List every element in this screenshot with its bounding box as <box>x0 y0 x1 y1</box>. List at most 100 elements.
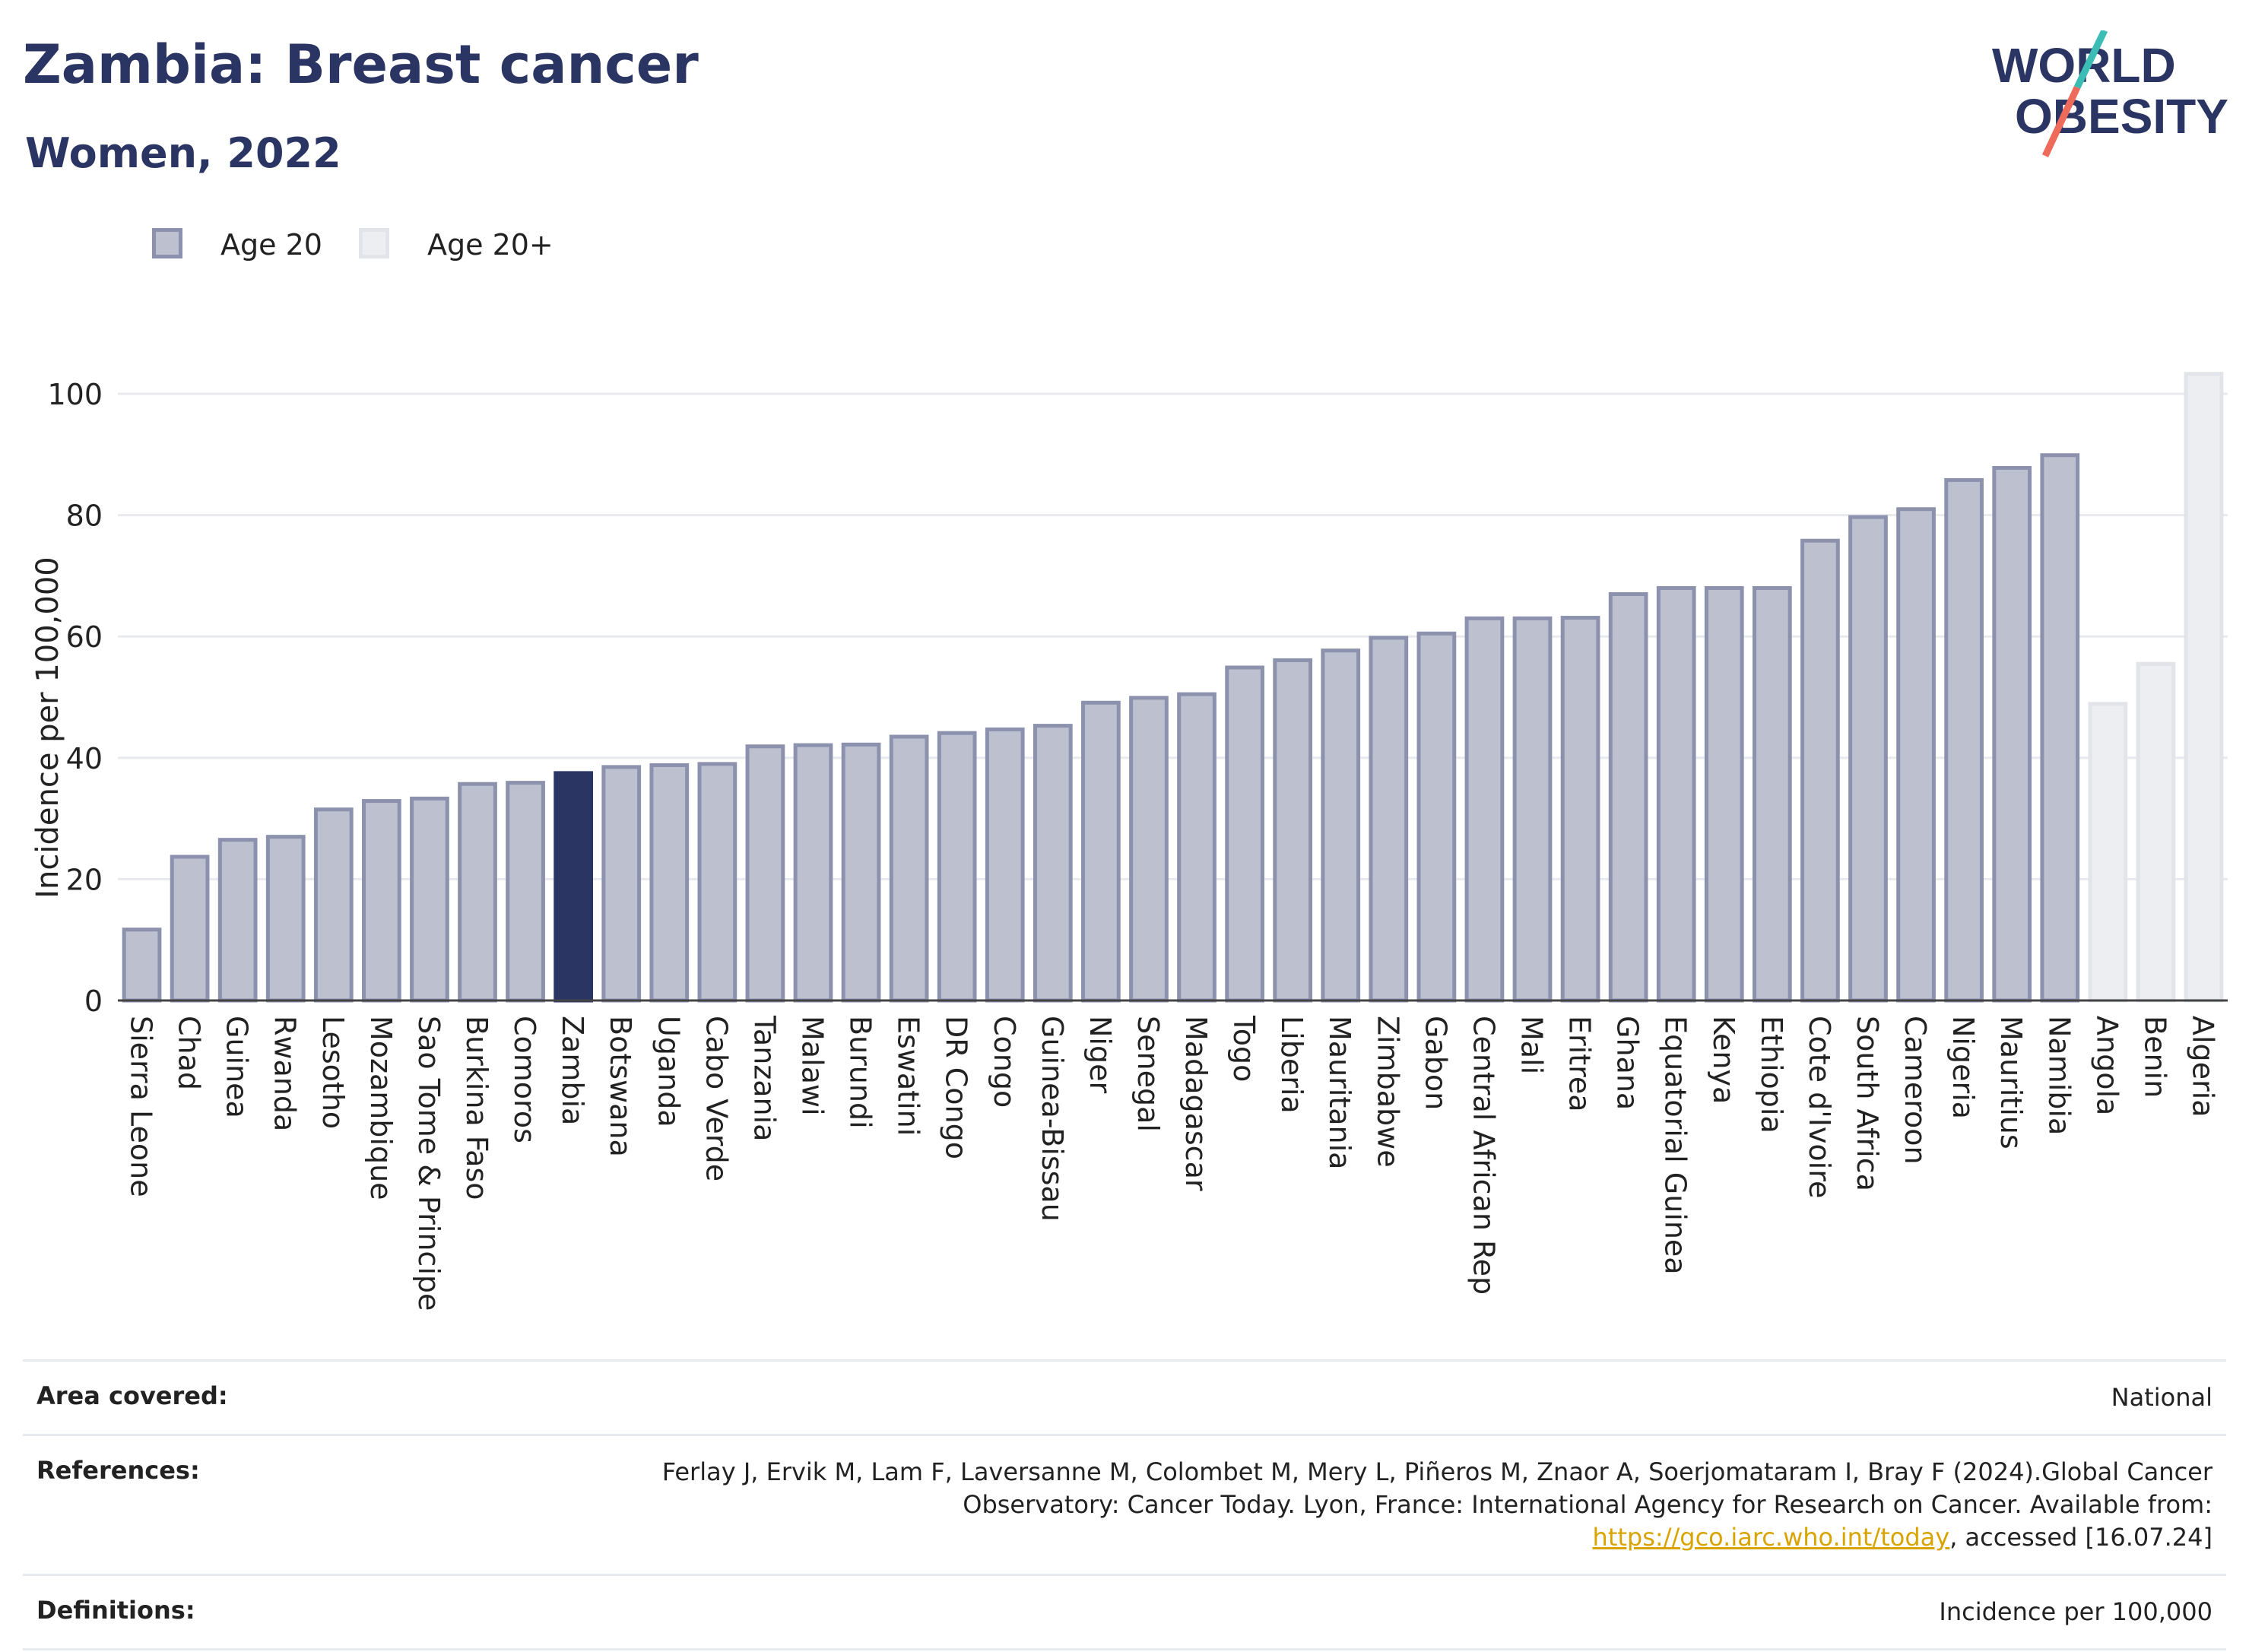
bar-central-african-rep <box>1464 616 1505 1003</box>
bar-sao-tome-principe <box>410 796 449 1003</box>
x-tick-label: Uganda <box>652 1016 685 1127</box>
bar-dr-congo <box>937 731 977 1003</box>
bar-madagascar <box>1177 692 1216 1003</box>
bar-chad <box>170 855 210 1003</box>
x-tick-label: Angola <box>2090 1016 2124 1115</box>
bar-malawi <box>793 743 833 1003</box>
references-text: Ferlay J, Ervik M, Lam F, Laversanne M, … <box>661 1457 2213 1519</box>
x-tick-label: Zambia <box>556 1016 589 1125</box>
bar-congo <box>985 727 1025 1003</box>
bar-cote-d-ivoire <box>1800 538 1840 1003</box>
x-tick-label: Ghana <box>1611 1016 1645 1110</box>
x-tick-label: Kenya <box>1707 1016 1740 1104</box>
x-tick-label: Eritrea <box>1563 1016 1597 1112</box>
x-tick-label: Cote d'Ivoire <box>1803 1016 1836 1198</box>
x-tick-label: Liberia <box>1275 1016 1308 1114</box>
y-axis-label: Incidence per 100,000 <box>30 556 65 899</box>
bar-mauritania <box>1321 648 1361 1003</box>
x-tick-label: Zimbabwe <box>1371 1016 1404 1168</box>
bar-lesotho <box>313 807 354 1003</box>
legend-label-age-20-plus: Age 20+ <box>427 228 554 262</box>
x-tick-label: Mozambique <box>364 1016 398 1200</box>
x-tick-label: Guinea-Bissau <box>1036 1016 1069 1222</box>
logo-slash-coral <box>2041 86 2081 157</box>
area-covered-value: National <box>2111 1383 2213 1412</box>
x-tick-label: Gabon <box>1419 1016 1452 1110</box>
bar-equatorial-guinea <box>1656 585 1696 1003</box>
bar-mali <box>1512 616 1553 1003</box>
x-tick-label: Malawi <box>795 1016 829 1116</box>
x-tick-label: Burkina Faso <box>460 1016 493 1200</box>
x-tick-label: Mali <box>1515 1016 1549 1074</box>
x-tick-label: Rwanda <box>268 1016 302 1131</box>
x-tick-label: Cabo Verde <box>699 1016 733 1181</box>
bar-eritrea <box>1560 616 1600 1003</box>
bar-botswana <box>601 765 642 1003</box>
page-title: Zambia: Breast cancer <box>23 33 699 96</box>
bar-liberia <box>1273 658 1313 1003</box>
references-link[interactable]: https://gco.iarc.who.int/today <box>1592 1523 1950 1552</box>
x-tick-label: Central African Rep <box>1467 1016 1500 1295</box>
bar-cabo-verde <box>697 762 738 1003</box>
world-obesity-logo: WORLD OBESITY <box>1992 30 2228 157</box>
x-tick-label: Niger <box>1083 1016 1117 1093</box>
bar-comoros <box>506 781 545 1003</box>
bar-ghana <box>1608 591 1648 1003</box>
x-tick-label: Burundi <box>844 1016 877 1129</box>
x-tick-label: Algeria <box>2186 1016 2219 1118</box>
x-tick-label: Congo <box>988 1016 1021 1108</box>
x-tick-label: Mauritania <box>1323 1016 1356 1169</box>
x-tick-label: Botswana <box>604 1016 637 1157</box>
bar-kenya <box>1704 585 1744 1003</box>
area-covered-label: Area covered: <box>36 1381 228 1410</box>
x-tick-label: DR Congo <box>940 1016 973 1159</box>
bar-tanzania <box>745 744 785 1003</box>
x-tick-label: Nigeria <box>1946 1016 1980 1119</box>
footer-row-area: Area covered: National <box>23 1359 2226 1434</box>
bar-gabon <box>1416 631 1457 1003</box>
references-value: Ferlay J, Ervik M, Lam F, Laversanne M, … <box>616 1456 2226 1554</box>
x-tick-label: Sao Tome & Principe <box>412 1016 446 1311</box>
references-accessed: , accessed [16.07.24] <box>1949 1523 2213 1552</box>
x-tick-label: Benin <box>2138 1016 2171 1098</box>
y-tick-label: 100 <box>47 378 103 411</box>
x-tick-label: Eswatini <box>892 1016 925 1136</box>
footer-row-definitions: Definitions: Incidence per 100,000 <box>23 1574 2226 1650</box>
bar-burkina-faso <box>458 782 497 1003</box>
bar-eswatini <box>889 734 929 1003</box>
footer-row-references: References: Ferlay J, Ervik M, Lam F, La… <box>23 1434 2226 1574</box>
x-tick-label: Cameroon <box>1898 1016 1932 1165</box>
definitions-value: Incidence per 100,000 <box>1939 1597 2213 1626</box>
bar-namibia <box>2040 453 2080 1003</box>
y-tick-label: 80 <box>66 499 103 533</box>
logo-slash-teal <box>2073 30 2108 89</box>
bar-senegal <box>1129 696 1169 1003</box>
x-tick-label: Madagascar <box>1179 1016 1213 1191</box>
y-tick-label: 40 <box>66 742 103 775</box>
bar-cameroon <box>1896 507 1936 1003</box>
bar-guinea <box>217 838 258 1003</box>
x-tick-label: Senegal <box>1131 1016 1165 1132</box>
bar-guinea-bissau <box>1033 724 1073 1003</box>
bar-burundi <box>841 742 881 1003</box>
bar-niger <box>1081 700 1121 1003</box>
x-tick-label: Guinea <box>220 1016 254 1118</box>
x-tick-label: Sierra Leone <box>125 1016 158 1197</box>
bar-algeria <box>2184 372 2224 1003</box>
references-label: References: <box>36 1456 200 1485</box>
definitions-label: Definitions: <box>36 1596 195 1625</box>
x-tick-label: Equatorial Guinea <box>1659 1016 1692 1275</box>
bar-ethiopia <box>1752 585 1792 1003</box>
x-tick-label: Togo <box>1227 1015 1261 1082</box>
bar-sierra-leone <box>122 927 162 1003</box>
bar-zambia <box>554 771 594 1003</box>
x-tick-label: Lesotho <box>316 1016 350 1129</box>
bar-zimbabwe <box>1369 636 1409 1003</box>
footer-table: Area covered: National References: Ferla… <box>23 1359 2226 1650</box>
x-tick-label: Mauritius <box>1994 1016 2028 1149</box>
bar-south-africa <box>1848 515 1888 1003</box>
legend-label-age-20: Age 20 <box>220 228 322 262</box>
x-tick-label: Tanzania <box>747 1015 781 1141</box>
bar-mauritius <box>1992 465 2032 1003</box>
legend-swatch-age-20-plus <box>359 228 389 258</box>
